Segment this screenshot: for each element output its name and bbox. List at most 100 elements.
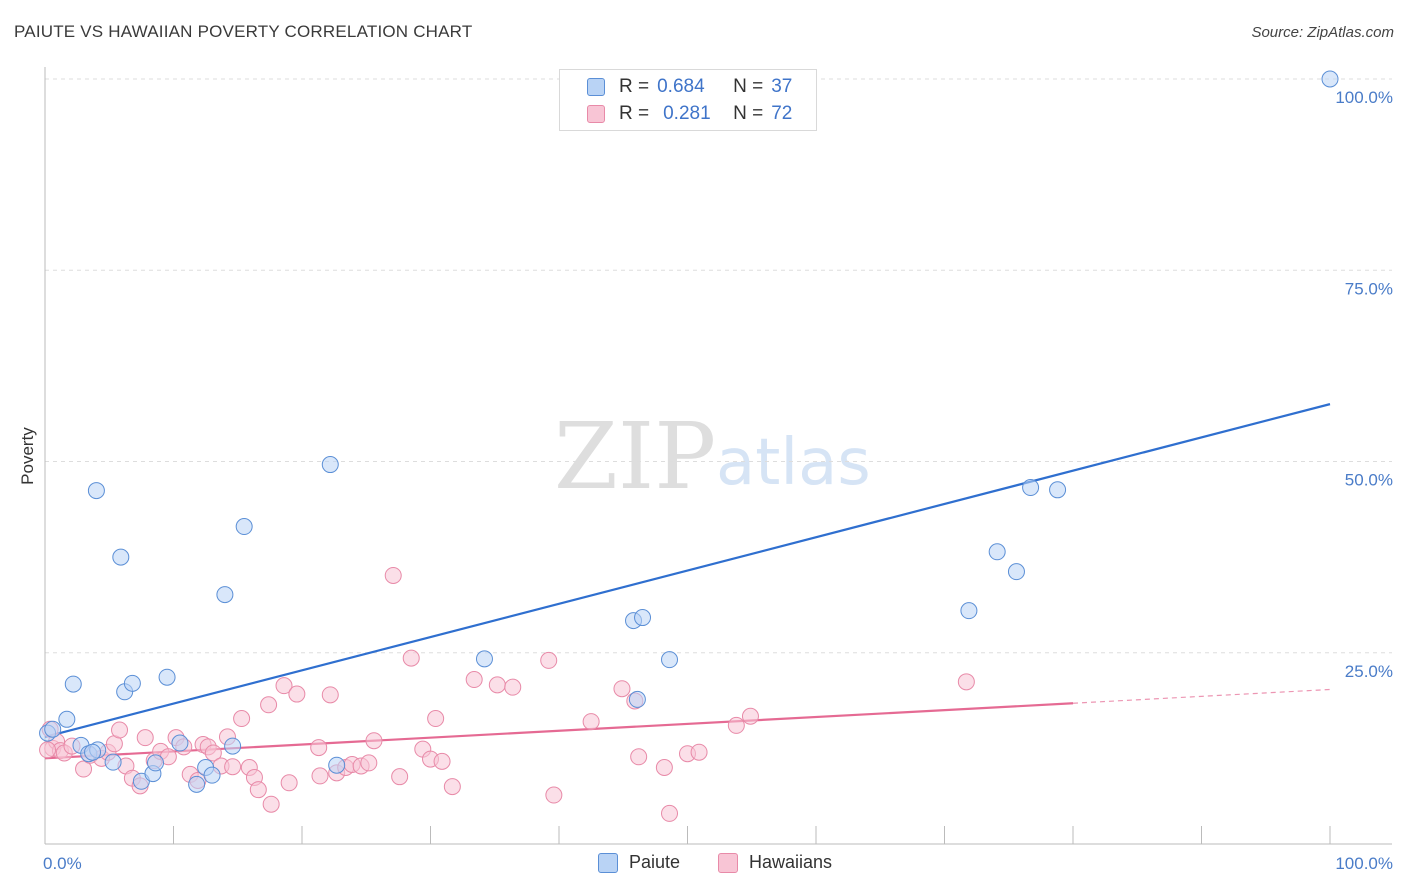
x-tick-label: 100.0% — [1335, 854, 1393, 873]
hawaiian-point — [582, 713, 600, 731]
hawaiian-point — [504, 678, 522, 696]
hawaiians-label: Hawaiians — [749, 852, 833, 872]
paiute-point — [44, 720, 62, 738]
hawaiian-point — [288, 685, 306, 703]
y-tick-label: 100.0% — [1335, 88, 1393, 107]
source-label: Source: ZipAtlas.com — [1251, 24, 1394, 41]
paiute-point — [112, 548, 130, 566]
hawaiian-point — [321, 686, 339, 704]
legend-r-value: 0.281 — [663, 103, 711, 124]
hawaiian-point — [957, 673, 975, 691]
grid-lines — [45, 78, 1392, 654]
paiute-point — [235, 518, 253, 536]
paiute-point — [960, 602, 978, 620]
hawaiian-point — [661, 804, 679, 822]
hawaiian-point — [310, 739, 328, 757]
hawaiian-point — [443, 778, 461, 796]
paiute-point — [171, 734, 189, 752]
paiute-points — [39, 70, 1339, 793]
series-legend-hawaiians[interactable]: Hawaiians — [718, 852, 832, 873]
y-tick-label: 25.0% — [1345, 662, 1393, 681]
hawaiian-point — [39, 741, 57, 759]
hawaiian-point — [136, 729, 154, 747]
paiute-point — [64, 675, 82, 693]
ticks: 25.0% 50.0% 75.0% 100.0% 0.0% 100.0% — [43, 88, 1393, 873]
legend-n-label: N = — [733, 103, 764, 124]
hawaiian-point — [280, 774, 298, 792]
paiute-point — [1007, 563, 1025, 581]
hawaiian-point — [630, 748, 648, 766]
paiute-point — [634, 609, 652, 627]
watermark-zip: ZIP — [554, 403, 716, 510]
legend-n-label: N = — [733, 76, 764, 97]
paiute-point — [328, 756, 346, 774]
hawaiian-point — [365, 732, 383, 750]
correlation-legend: R = 0.684 N = 37 R = 0.281 N = 72 — [559, 69, 817, 131]
legend-row-paiute: R = 0.684 N = 37 — [560, 74, 792, 100]
legend-n-value: 72 — [771, 103, 793, 124]
legend-r-label: R = — [619, 103, 650, 124]
hawaiian-point — [262, 795, 280, 813]
hawaiian-point — [540, 651, 558, 669]
watermark-atlas: atlas — [716, 426, 871, 500]
x-tick-label: 0.0% — [43, 854, 82, 873]
y-tick-label: 75.0% — [1345, 279, 1393, 298]
hawaiian-point — [311, 767, 329, 785]
paiute-point — [216, 586, 234, 604]
series-legend: Paiute Hawaiians — [0, 852, 1406, 878]
paiute-point — [104, 753, 122, 771]
legend-row-hawaiians: R = 0.281 N = 72 — [560, 101, 792, 127]
hawaiian-point — [488, 676, 506, 694]
hawaiian-point — [260, 696, 278, 714]
hawaiian-point — [433, 752, 451, 770]
paiute-point — [475, 650, 493, 668]
paiute-point — [988, 543, 1006, 561]
paiute-point — [1049, 481, 1067, 499]
series-legend-paiute[interactable]: Paiute — [598, 852, 680, 873]
paiute-point — [1022, 479, 1040, 497]
legend-n-value: 37 — [771, 76, 793, 97]
axes — [44, 67, 1392, 845]
hawaiian-point — [233, 710, 251, 728]
y-axis-title: Poverty — [18, 427, 37, 485]
paiute-point — [224, 737, 242, 755]
hawaiian-point — [384, 566, 402, 584]
trend-line-extension — [1072, 688, 1331, 704]
paiute-point — [1321, 70, 1339, 88]
hawaiian-point — [275, 677, 293, 695]
hawaiian-point — [111, 721, 129, 739]
paiute-point — [158, 668, 176, 686]
hawaiian-point — [545, 786, 563, 804]
paiute-point — [321, 456, 339, 474]
hawaiian-point — [75, 760, 93, 778]
legend-r-value: 0.684 — [657, 76, 705, 97]
hawaiian-point — [391, 768, 409, 786]
hawaiian-point — [249, 781, 267, 799]
hawaiian-point — [741, 707, 759, 725]
hawaiian-point — [727, 716, 745, 734]
hawaiian-point — [402, 649, 420, 667]
paiute-point — [84, 743, 102, 761]
paiute-point — [661, 651, 679, 669]
paiute-point — [87, 482, 105, 500]
paiute-label: Paiute — [629, 852, 681, 872]
paiute-point — [203, 766, 221, 784]
hawaiian-point — [613, 680, 631, 698]
paiute-point — [628, 690, 646, 708]
hawaiian-point — [465, 671, 483, 689]
trend-line-paiute — [44, 403, 1331, 738]
hawaiian-point — [204, 744, 222, 762]
chart-title: PAIUTE VS HAWAIIAN POVERTY CORRELATION C… — [14, 22, 473, 41]
paiute-point — [58, 710, 76, 728]
hawaiian-point — [427, 710, 445, 728]
hawaiians-swatch — [718, 852, 738, 873]
paiute-point — [188, 775, 206, 793]
hawaiian-point — [690, 743, 708, 761]
y-tick-label: 50.0% — [1345, 471, 1393, 490]
legend-r-label: R = — [619, 76, 650, 97]
legend-swatch-paiute — [587, 78, 605, 96]
hawaiian-point — [655, 759, 673, 776]
watermark: ZIP atlas — [554, 403, 871, 510]
hawaiian-point — [224, 758, 242, 776]
